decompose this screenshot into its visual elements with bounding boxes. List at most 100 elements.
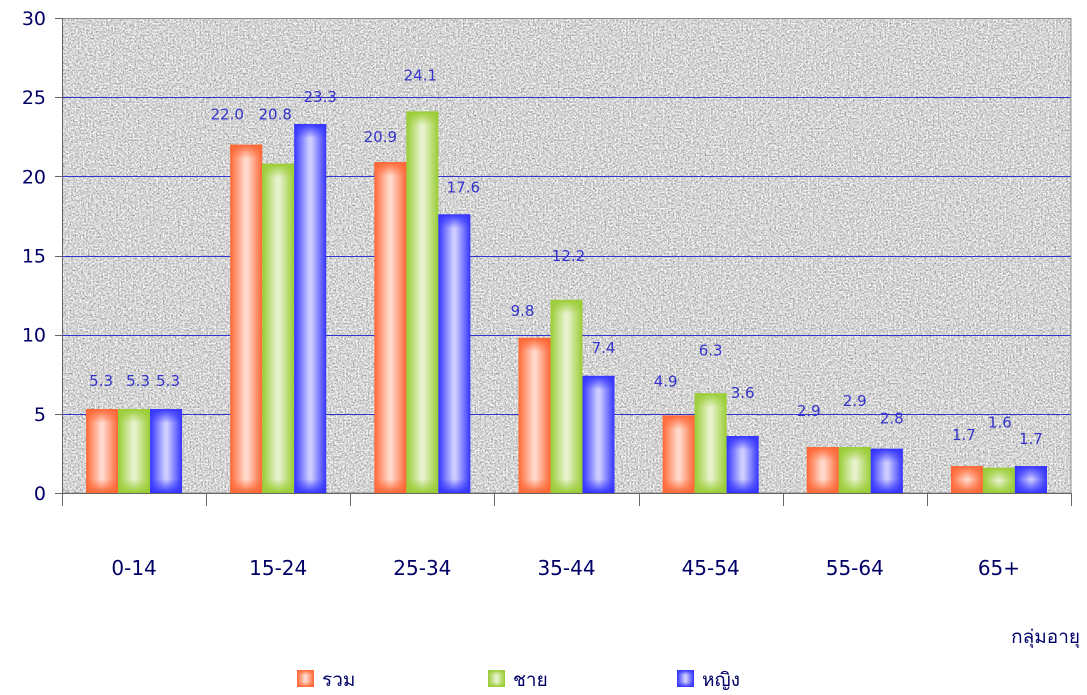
legend-label-male: ชาย [513,669,548,691]
data-label-female-15-24: 23.3 [304,88,337,106]
data-label-total-35-44: 9.8 [511,302,535,320]
bar-bottom-shade [694,479,727,493]
legend: รวม ชาย หญิง [297,669,740,691]
bar-top-shade [518,337,551,352]
bar-top-shade [374,162,407,177]
y-tick-label: 15 [22,246,46,268]
legend-item-female: หญิง [677,669,740,691]
legend-swatch-bottom-shade [297,682,314,687]
bar-bottom-shade [726,479,759,493]
bar-bottom-shade [550,479,583,493]
data-label-male-65plus: 1.6 [988,414,1012,432]
bar-bottom-shade [982,480,1015,493]
bar-fill [406,111,439,494]
bar-female-55-64 [870,448,903,493]
legend-swatch-top-shade [677,670,694,675]
bar-top-shade [870,448,903,463]
y-tick-label: 0 [34,483,46,505]
bar-fill [230,144,263,493]
bar-top-shade [150,409,183,424]
data-label-total-15-24: 22.0 [211,106,244,124]
bar-top-shade [438,214,471,229]
bar-bottom-shade [150,479,183,493]
legend-swatch-top-shade [488,670,505,675]
bar-top-shade [86,409,119,424]
bar-fill [582,375,615,493]
data-label-male-55-64: 2.9 [843,392,867,410]
bar-female-45-54 [726,436,759,493]
data-label-male-0-14: 5.3 [126,372,150,390]
legend-item-male: ชาย [488,669,548,691]
legend-label-female: หญิง [702,669,740,691]
data-label-total-65plus: 1.7 [952,426,976,444]
bar-female-35-44 [582,375,615,493]
bar-top-shade [662,415,695,430]
x-tick-label-0-14: 0-14 [111,556,156,580]
bar-male-25-34 [406,111,439,494]
bar-bottom-shade [230,479,263,493]
data-label-female-65plus: 1.7 [1019,430,1043,448]
bar-total-65plus [950,466,983,493]
bar-fill [438,214,471,494]
bar-total-45-54 [662,415,695,493]
bar-total-35-44 [518,337,551,493]
bar-top-shade [550,299,583,314]
bar-top-shade [1014,466,1047,480]
bar-total-0-14 [86,409,119,493]
bar-top-shade [806,447,839,462]
bar-bottom-shade [870,479,903,493]
x-axis: 0-14 15-24 25-34 35-44 45-54 55-64 65+ [62,493,1072,580]
data-label-total-55-64: 2.9 [797,402,821,420]
bar-bottom-shade [838,479,871,493]
bar-bottom-shade [806,479,839,493]
x-tick-label-45-54: 45-54 [682,556,740,580]
bar-bottom-shade [118,479,151,493]
bar-fill [694,393,727,493]
bar-male-45-54 [694,393,727,493]
y-tick-label: 25 [22,87,46,109]
bar-top-shade [118,409,151,424]
data-label-female-45-54: 3.6 [731,384,755,402]
x-axis-title: กลุ่มอายุ [1011,626,1080,649]
bar-fill [518,337,551,493]
bar-bottom-shade [582,479,615,493]
y-tick-label: 10 [22,325,46,347]
data-label-male-15-24: 20.8 [259,106,292,124]
bar-top-shade [230,144,263,159]
bar-fill [374,162,407,494]
data-label-female-25-34: 17.6 [447,178,480,196]
bar-top-shade [582,375,615,390]
y-tick-label: 5 [34,404,46,426]
bar-female-25-34 [438,214,471,494]
bar-male-15-24 [262,163,295,493]
bar-bottom-shade [294,479,327,493]
bar-top-shade [694,393,727,408]
data-label-total-0-14: 5.3 [89,372,113,390]
bar-top-shade [838,447,871,462]
data-label-male-45-54: 6.3 [699,341,723,359]
bar-bottom-shade [374,479,407,493]
bar-fill [294,124,327,493]
bar-bottom-shade [662,479,695,493]
x-tick-label-65plus: 65+ [978,556,1020,580]
data-label-total-45-54: 4.9 [654,372,678,390]
data-label-total-25-34: 20.9 [364,128,397,146]
x-tick-label-15-24: 15-24 [249,556,307,580]
legend-swatch-bottom-shade [488,682,505,687]
x-tick-label-35-44: 35-44 [537,556,595,580]
y-tick-label: 20 [22,166,46,188]
bar-top-shade [982,467,1015,481]
bar-female-15-24 [294,124,327,493]
bar-bottom-shade [86,479,119,493]
bar-bottom-shade [406,479,439,493]
bar-bottom-shade [262,479,295,493]
bar-bottom-shade [1014,479,1047,493]
legend-swatch-top-shade [297,670,314,675]
bar-bottom-shade [438,479,471,493]
bar-fill [550,299,583,493]
bar-male-35-44 [550,299,583,493]
bar-top-shade [726,436,759,450]
data-labels: 5.3 22.0 20.9 9.8 4.9 2.9 1.7 5.3 20.8 24.1 12.2 6.… [89,66,1043,448]
bar-bottom-shade [950,479,983,493]
